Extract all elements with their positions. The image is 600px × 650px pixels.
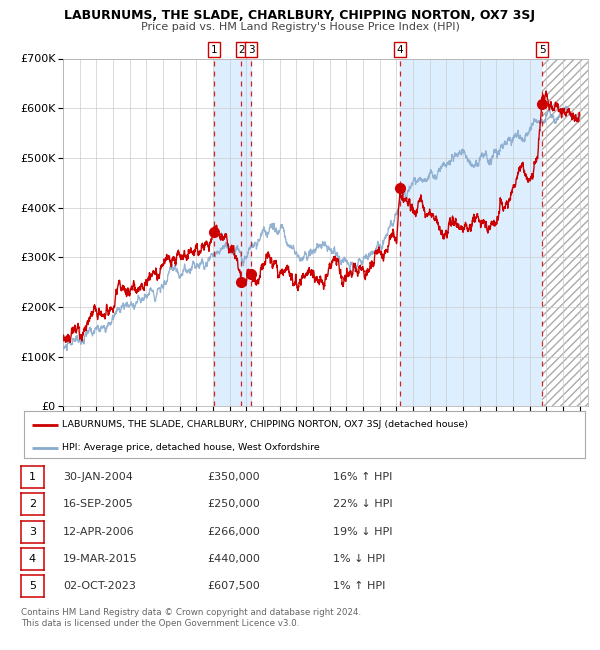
Text: 1: 1	[211, 45, 218, 55]
Text: Price paid vs. HM Land Registry's House Price Index (HPI): Price paid vs. HM Land Registry's House …	[140, 22, 460, 32]
Text: 30-JAN-2004: 30-JAN-2004	[63, 472, 133, 482]
Text: LABURNUMS, THE SLADE, CHARLBURY, CHIPPING NORTON, OX7 3SJ (detached house): LABURNUMS, THE SLADE, CHARLBURY, CHIPPIN…	[62, 420, 468, 429]
Text: 4: 4	[29, 554, 36, 564]
Text: 4: 4	[397, 45, 403, 55]
Text: 19% ↓ HPI: 19% ↓ HPI	[333, 526, 392, 537]
Text: HPI: Average price, detached house, West Oxfordshire: HPI: Average price, detached house, West…	[62, 443, 320, 452]
Text: 16-SEP-2005: 16-SEP-2005	[63, 499, 134, 510]
Text: 2: 2	[238, 45, 245, 55]
Bar	[542, 58, 588, 406]
Text: Contains HM Land Registry data © Crown copyright and database right 2024.
This d: Contains HM Land Registry data © Crown c…	[21, 608, 361, 627]
Text: £266,000: £266,000	[207, 526, 260, 537]
Text: 3: 3	[248, 45, 254, 55]
Text: £607,500: £607,500	[207, 581, 260, 592]
Text: 12-APR-2006: 12-APR-2006	[63, 526, 134, 537]
Text: LABURNUMS, THE SLADE, CHARLBURY, CHIPPING NORTON, OX7 3SJ: LABURNUMS, THE SLADE, CHARLBURY, CHIPPIN…	[65, 9, 536, 22]
Text: 16% ↑ HPI: 16% ↑ HPI	[333, 472, 392, 482]
Text: 22% ↓ HPI: 22% ↓ HPI	[333, 499, 392, 510]
Bar	[214, 58, 251, 406]
Text: 2: 2	[29, 499, 36, 510]
Text: 5: 5	[29, 581, 36, 592]
Text: £440,000: £440,000	[207, 554, 260, 564]
Text: £250,000: £250,000	[207, 499, 260, 510]
Text: 1% ↓ HPI: 1% ↓ HPI	[333, 554, 385, 564]
Bar	[400, 58, 542, 406]
Text: 19-MAR-2015: 19-MAR-2015	[63, 554, 138, 564]
Bar	[542, 58, 588, 406]
Text: £350,000: £350,000	[207, 472, 260, 482]
Text: 02-OCT-2023: 02-OCT-2023	[63, 581, 136, 592]
Text: 1: 1	[29, 472, 36, 482]
Text: 1% ↑ HPI: 1% ↑ HPI	[333, 581, 385, 592]
Text: 3: 3	[29, 526, 36, 537]
Text: 5: 5	[539, 45, 545, 55]
